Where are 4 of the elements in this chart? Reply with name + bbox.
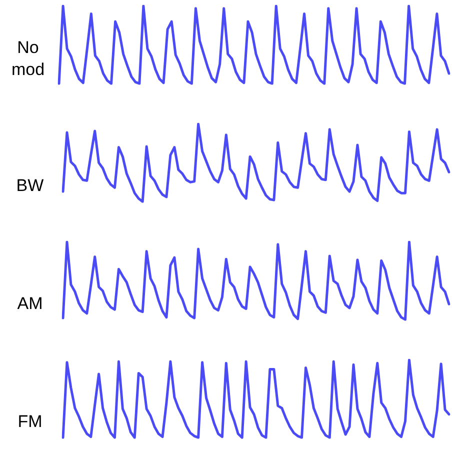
- y-axis-title: FM: [16, 411, 44, 433]
- y-axis-title: BW: [15, 175, 45, 197]
- y-axis-title: AM: [16, 293, 44, 315]
- y-axis-title: No mod: [10, 37, 46, 81]
